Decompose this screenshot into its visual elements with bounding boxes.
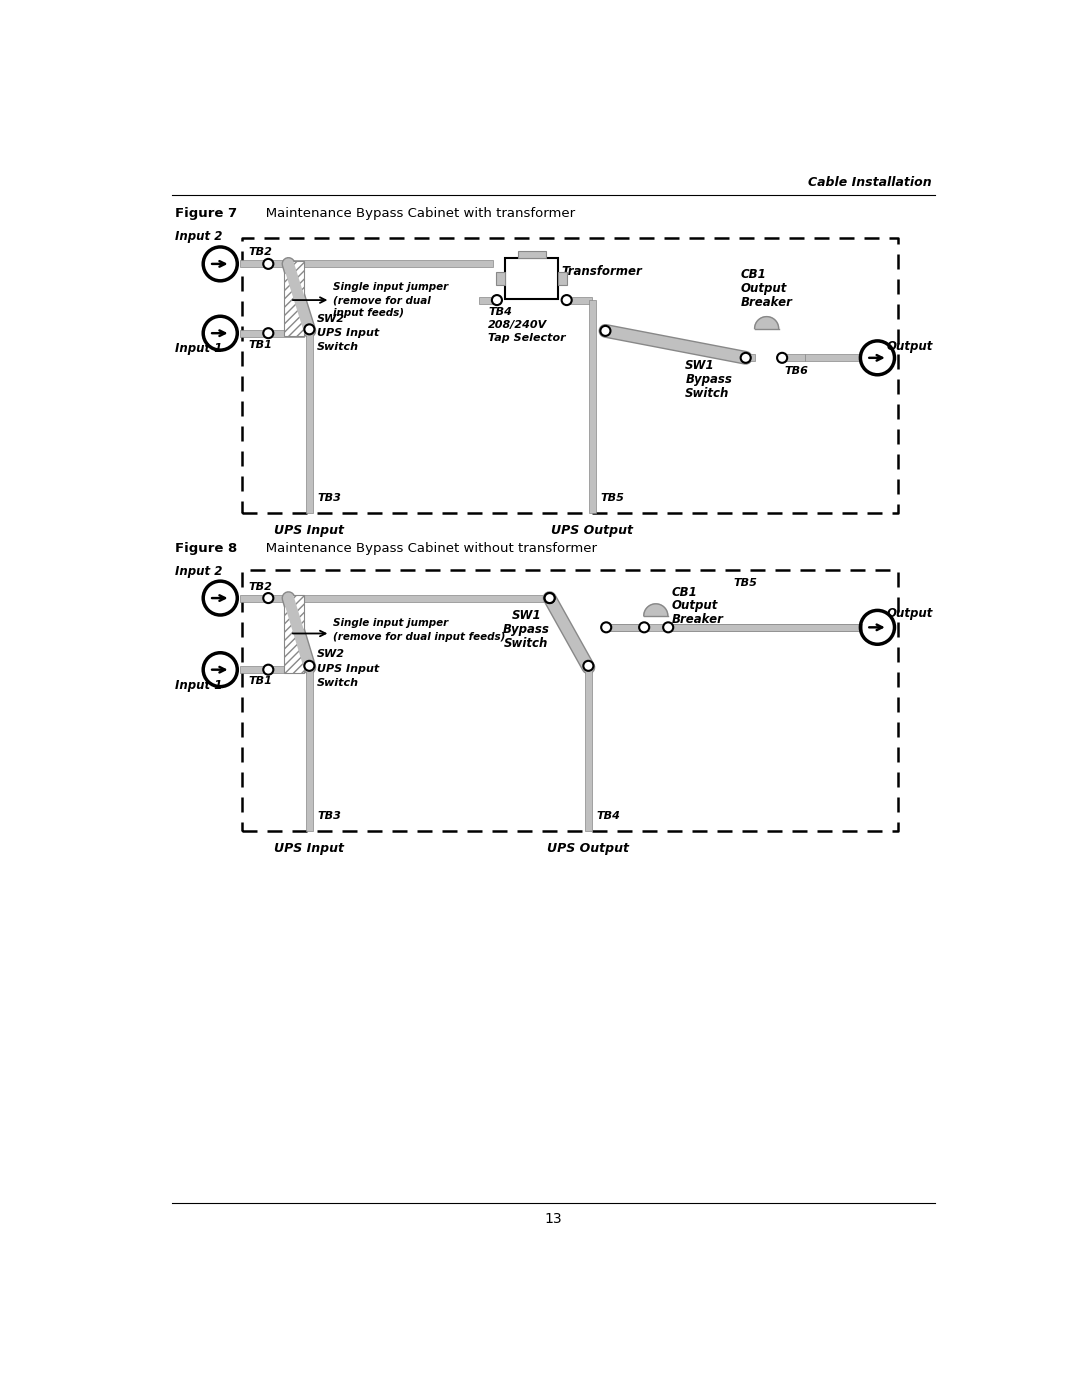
Circle shape <box>264 594 273 604</box>
Text: TB3: TB3 <box>318 493 341 503</box>
Bar <box>589 300 596 513</box>
Text: Breaker: Breaker <box>741 296 793 309</box>
Bar <box>585 668 592 831</box>
Text: (remove for dual input feeds): (remove for dual input feeds) <box>333 631 505 641</box>
Text: Input 1: Input 1 <box>175 342 222 355</box>
Text: Figure 7: Figure 7 <box>175 207 238 219</box>
Bar <box>806 355 861 362</box>
Circle shape <box>562 295 571 305</box>
Text: Switch: Switch <box>685 387 730 400</box>
Bar <box>284 261 303 337</box>
Text: Switch: Switch <box>504 637 549 650</box>
Text: Switch: Switch <box>318 342 360 352</box>
Text: Input 2: Input 2 <box>175 566 222 578</box>
Bar <box>606 624 644 631</box>
Text: Output: Output <box>672 599 718 612</box>
Text: Output: Output <box>741 282 787 295</box>
Circle shape <box>583 661 593 671</box>
Circle shape <box>305 661 314 671</box>
Text: UPS Input: UPS Input <box>274 842 345 855</box>
Text: UPS Input: UPS Input <box>318 328 379 338</box>
Text: Output: Output <box>887 339 933 353</box>
Text: (remove for dual: (remove for dual <box>333 295 430 305</box>
Text: TB1: TB1 <box>248 676 272 686</box>
Text: Switch: Switch <box>318 678 360 687</box>
Text: TB6: TB6 <box>784 366 808 376</box>
Bar <box>240 330 303 337</box>
Text: CB1: CB1 <box>741 268 767 281</box>
Text: Figure 8: Figure 8 <box>175 542 238 555</box>
Text: UPS Input: UPS Input <box>274 524 345 536</box>
Circle shape <box>600 326 610 335</box>
Bar <box>306 334 313 513</box>
Circle shape <box>778 353 787 363</box>
Text: 13: 13 <box>544 1211 563 1225</box>
Bar <box>496 272 505 285</box>
Polygon shape <box>755 317 779 328</box>
Text: Bypass: Bypass <box>685 373 732 386</box>
Text: TB5: TB5 <box>600 493 624 503</box>
Text: input feeds): input feeds) <box>333 309 404 319</box>
Circle shape <box>741 353 751 363</box>
Bar <box>284 595 303 673</box>
Circle shape <box>264 665 273 675</box>
Text: 208/240V: 208/240V <box>488 320 548 330</box>
Text: UPS Input: UPS Input <box>318 664 379 673</box>
Bar <box>567 296 592 303</box>
Bar <box>505 257 558 299</box>
Text: SW2: SW2 <box>318 313 346 324</box>
Text: Maintenance Bypass Cabinet without transformer: Maintenance Bypass Cabinet without trans… <box>253 542 597 555</box>
Bar <box>782 355 806 362</box>
Text: TB2: TB2 <box>248 583 272 592</box>
Bar <box>517 251 545 257</box>
Bar <box>558 272 567 285</box>
Text: Output: Output <box>887 606 933 620</box>
Bar <box>480 296 497 303</box>
Text: Bypass: Bypass <box>503 623 550 636</box>
Circle shape <box>305 324 314 334</box>
Text: SW1: SW1 <box>512 609 541 622</box>
Bar <box>745 355 755 362</box>
Circle shape <box>491 295 502 305</box>
Text: TB5: TB5 <box>733 578 757 588</box>
Text: Breaker: Breaker <box>672 613 724 626</box>
Text: TB4: TB4 <box>488 306 512 317</box>
Bar <box>669 624 861 631</box>
Text: Single input jumper: Single input jumper <box>333 282 448 292</box>
Text: TB4: TB4 <box>596 812 620 821</box>
Text: UPS Output: UPS Output <box>551 524 633 536</box>
Text: TB1: TB1 <box>248 339 272 349</box>
Bar <box>240 595 550 602</box>
Circle shape <box>663 622 673 633</box>
Text: Input 2: Input 2 <box>175 231 222 243</box>
Text: CB1: CB1 <box>672 587 697 599</box>
Text: SW2: SW2 <box>318 650 346 659</box>
Text: TB2: TB2 <box>248 246 272 257</box>
Text: UPS Output: UPS Output <box>548 842 630 855</box>
Text: Cable Installation: Cable Installation <box>808 176 932 189</box>
Text: TB3: TB3 <box>318 812 341 821</box>
Text: Tap Selector: Tap Selector <box>488 332 566 342</box>
Text: Single input jumper: Single input jumper <box>333 619 448 629</box>
Text: Transformer: Transformer <box>562 265 642 278</box>
Circle shape <box>602 622 611 633</box>
Circle shape <box>544 594 555 604</box>
Circle shape <box>264 328 273 338</box>
Bar <box>306 669 313 831</box>
Bar <box>240 666 303 673</box>
Circle shape <box>639 622 649 633</box>
Bar <box>606 624 862 631</box>
Circle shape <box>544 594 555 604</box>
Text: Maintenance Bypass Cabinet with transformer: Maintenance Bypass Cabinet with transfor… <box>253 207 575 219</box>
Text: Input 1: Input 1 <box>175 679 222 692</box>
Text: SW1: SW1 <box>685 359 715 372</box>
Circle shape <box>264 258 273 268</box>
Bar <box>240 260 494 267</box>
Polygon shape <box>644 604 667 616</box>
